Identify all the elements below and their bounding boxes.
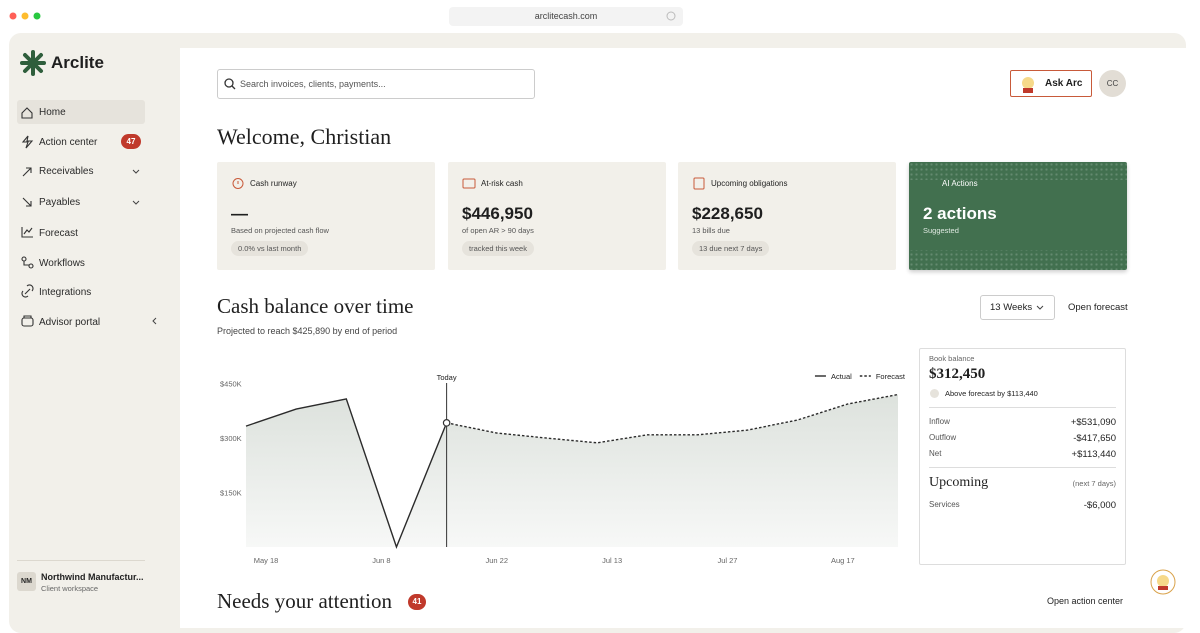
balance-label: Book balance <box>929 354 975 363</box>
nav-item[interactable]: Action center <box>39 137 98 148</box>
workspace-name[interactable]: Northwind Manufactur... <box>41 572 144 582</box>
balance-panel <box>919 348 1126 565</box>
row-value: +$113,440 <box>1071 449 1116 460</box>
search-box[interactable] <box>217 69 535 99</box>
card-trend: tracked this week <box>462 241 534 256</box>
card-title: Upcoming obligations <box>711 179 788 188</box>
card-ai-center <box>909 180 1127 250</box>
card-caption: Suggested <box>923 226 959 235</box>
card-ai[interactable]: AI Actions 2 actions Suggested <box>909 162 1127 270</box>
divider <box>929 407 1116 408</box>
nav-item[interactable]: Receivables <box>39 166 94 177</box>
nav-item[interactable]: Payables <box>39 197 81 208</box>
url[interactable]: arclitecash.com <box>534 11 598 21</box>
user-avatar[interactable]: CC <box>1099 70 1126 97</box>
card-value: — <box>231 204 248 223</box>
nav-item[interactable]: Integrations <box>39 287 92 298</box>
balance-note: Above forecast by $113,440 <box>945 389 1038 398</box>
open-action-center[interactable]: Open action center <box>1047 596 1124 606</box>
attention-title: Needs your attention <box>217 589 392 613</box>
brand[interactable]: Arclite <box>51 53 104 72</box>
logo-icon <box>20 50 46 76</box>
note-icon <box>930 389 939 398</box>
card-caption: 13 bills due <box>692 226 730 235</box>
ask-label[interactable]: Ask Arc <box>1045 78 1083 89</box>
range-select[interactable] <box>980 295 1055 320</box>
card-caption: of open AR > 90 days <box>462 226 534 235</box>
search-placeholder: Search invoices, clients, payments... <box>240 79 386 89</box>
row-label: Net <box>929 449 942 458</box>
card[interactable]: Upcoming obligations $228,650 13 bills d… <box>678 162 896 270</box>
attention-badge: 41 <box>408 594 426 610</box>
nav-item[interactable]: Workflows <box>39 258 85 269</box>
workspace-role: Client workspace <box>41 584 99 593</box>
workspace-initials: NM <box>17 572 36 591</box>
welcome: Welcome, Christian <box>217 124 392 149</box>
card-value: $446,950 <box>462 204 533 223</box>
row-label: Inflow <box>929 417 950 426</box>
card-caption: Based on projected cash flow <box>231 226 329 235</box>
nav-icons <box>21 107 34 327</box>
card[interactable]: Cash runway — Based on projected cash fl… <box>217 162 435 270</box>
card-icon <box>693 177 705 190</box>
nav-item[interactable]: Home <box>39 107 66 118</box>
section-subtitle: Projected to reach $425,890 by end of pe… <box>217 326 398 336</box>
card-value: $228,650 <box>692 204 763 223</box>
ask-icon <box>1022 77 1034 93</box>
upcoming-period: (next 7 days) <box>1072 479 1116 488</box>
nav-active <box>17 100 145 124</box>
card-icon <box>232 178 244 189</box>
card-title: Cash runway <box>250 179 297 188</box>
row-value: -$417,650 <box>1073 433 1116 444</box>
balance-value: $312,450 <box>929 366 986 382</box>
row-label: Services <box>929 500 960 509</box>
row-label: Outflow <box>929 433 957 442</box>
card[interactable]: At-risk cash $446,950 of open AR > 90 da… <box>448 162 666 270</box>
nav-item[interactable]: Advisor portal <box>39 317 101 328</box>
card-trend: 13 due next 7 days <box>692 241 770 256</box>
assistant-fab[interactable] <box>1150 569 1176 595</box>
upcoming-title: Upcoming <box>929 475 989 490</box>
page: arclitecash.com Arclite Home Action cent… <box>9 7 1186 633</box>
nav-item[interactable]: Forecast <box>39 228 78 239</box>
card-title: AI Actions <box>942 179 978 188</box>
search-icon <box>224 78 236 90</box>
card-title: At-risk cash <box>481 179 523 188</box>
card-icon <box>462 178 476 189</box>
open-forecast[interactable]: Open forecast <box>1068 302 1128 313</box>
card-value: 2 actions <box>923 204 997 223</box>
range-label[interactable]: 13 Weeks <box>990 302 1033 313</box>
divider <box>929 467 1116 468</box>
row-value: -$6,000 <box>1083 500 1116 511</box>
nav-chevrons <box>132 169 157 325</box>
row-value: +$531,090 <box>1070 417 1116 428</box>
nav-badge: 47 <box>121 134 141 149</box>
card-trend: 0.0% vs last month <box>231 241 309 256</box>
browser-bar <box>9 7 683 26</box>
range-chevron <box>1036 305 1044 310</box>
section-title: Cash balance over time <box>217 294 414 318</box>
divider <box>17 560 145 561</box>
